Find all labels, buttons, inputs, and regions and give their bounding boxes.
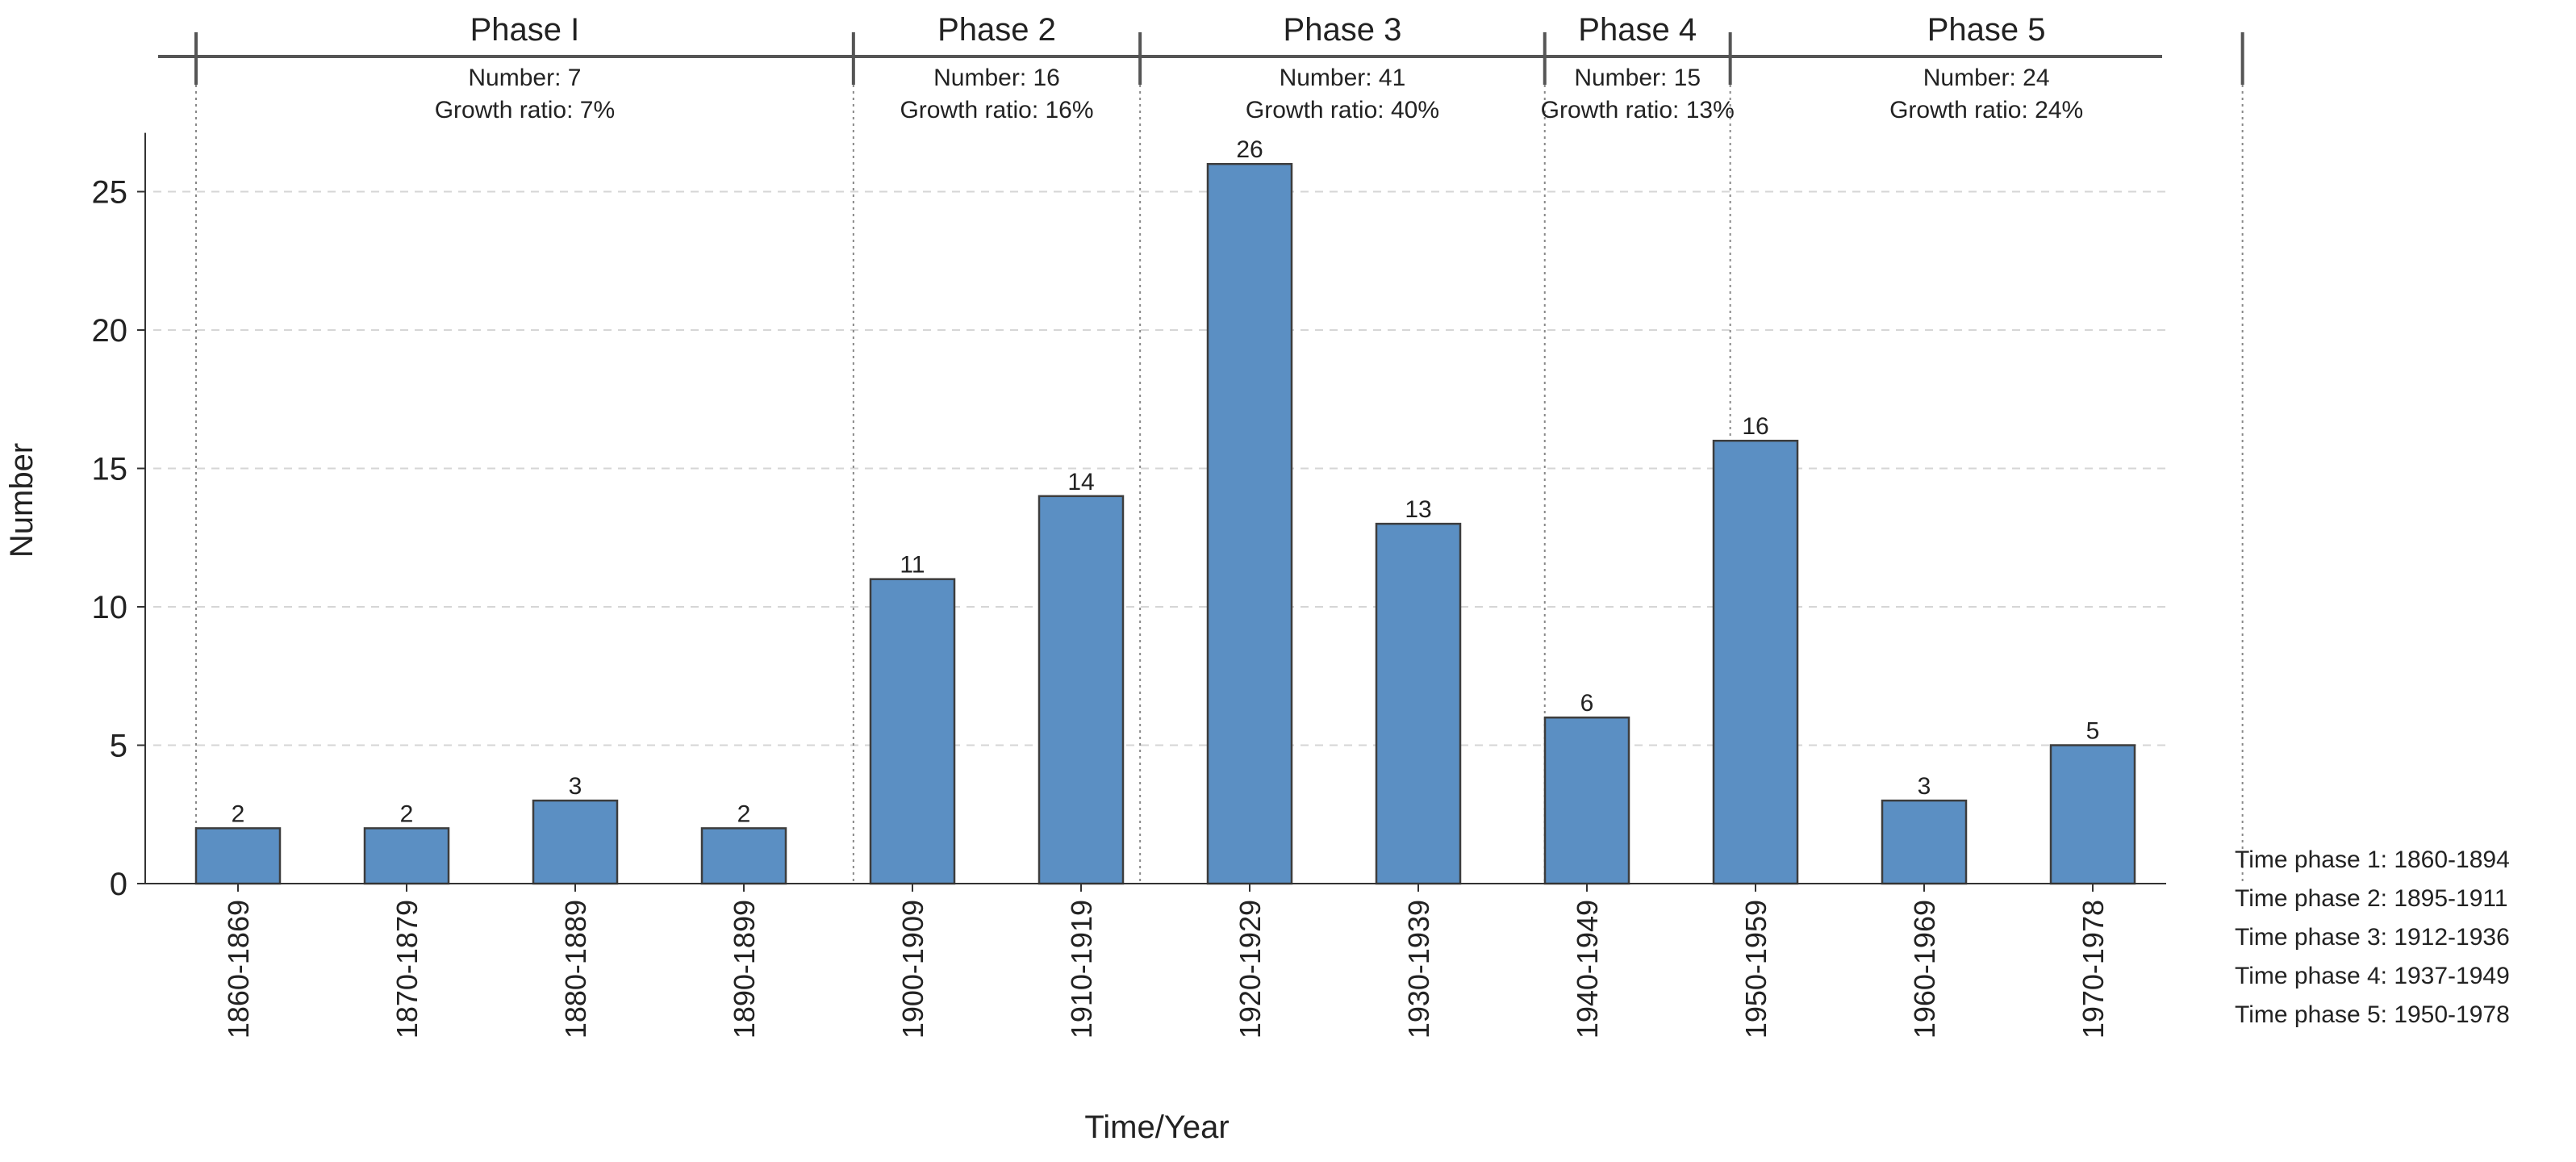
legend-entry: Time phase 4: 1937-1949 bbox=[2235, 963, 2510, 989]
y-axis-title: Number bbox=[4, 443, 40, 558]
y-tick-label: 20 bbox=[92, 313, 128, 349]
phase-number-text: Number: 24 bbox=[1923, 65, 2050, 91]
phase-number-text: Number: 16 bbox=[933, 65, 1060, 91]
bars: 2 2 3 2 11 14 26 13 6 16 3 5 bbox=[194, 136, 2136, 885]
phase-title: Phase 5 bbox=[1927, 12, 2046, 48]
phase-growth-text: Growth ratio: 24% bbox=[1889, 97, 2083, 123]
y-tick-label: 5 bbox=[110, 729, 127, 764]
data-label: 14 bbox=[1067, 469, 1094, 495]
x-axis-title: Time/Year bbox=[1084, 1110, 1229, 1145]
phase-header: Phase I Number: 7 Growth ratio: 7% Phase 2 N… bbox=[158, 12, 2244, 123]
phase-title: Phase I bbox=[470, 12, 580, 48]
x-tick-label: 1960-1969 bbox=[1908, 900, 1941, 1039]
bar bbox=[194, 827, 282, 885]
x-tick-label: 1950-1959 bbox=[1739, 900, 1772, 1039]
phase-title: Phase 2 bbox=[937, 12, 1056, 48]
data-label: 6 bbox=[1580, 690, 1594, 717]
data-label: 2 bbox=[232, 800, 245, 827]
bar bbox=[700, 827, 787, 885]
data-label: 2 bbox=[400, 800, 414, 827]
data-label: 3 bbox=[1918, 773, 1931, 800]
y-tick-label: 10 bbox=[92, 590, 128, 625]
bar bbox=[1375, 522, 1462, 885]
legend-entry: Time phase 2: 1895-1911 bbox=[2235, 885, 2508, 912]
data-label: 13 bbox=[1405, 496, 1431, 523]
x-tick-label: 1910-1919 bbox=[1065, 900, 1098, 1039]
bar bbox=[1037, 495, 1125, 885]
bar bbox=[1543, 716, 1630, 885]
phase-growth-text: Growth ratio: 7% bbox=[435, 97, 615, 123]
grid-lines bbox=[153, 190, 2166, 746]
phase-growth-text: Growth ratio: 13% bbox=[1541, 97, 1735, 123]
y-tick-label: 25 bbox=[92, 175, 128, 211]
legend: Time phase 1: 1860-1894 Time phase 2: 189… bbox=[2235, 846, 2510, 1028]
y-tick-label: 15 bbox=[92, 452, 128, 487]
bar bbox=[1881, 799, 1968, 885]
data-label: 2 bbox=[737, 800, 751, 827]
bar bbox=[532, 799, 619, 885]
x-tick-label: 1940-1949 bbox=[1571, 900, 1604, 1039]
data-label: 11 bbox=[900, 552, 925, 579]
phase-growth-text: Growth ratio: 40% bbox=[1246, 97, 1439, 123]
bar bbox=[2049, 744, 2136, 885]
x-tick-label: 1920-1929 bbox=[1234, 900, 1267, 1039]
bar bbox=[363, 827, 450, 885]
data-label: 26 bbox=[1236, 136, 1263, 163]
data-label: 3 bbox=[569, 773, 582, 800]
legend-entry: Time phase 3: 1912-1936 bbox=[2235, 924, 2510, 951]
bar bbox=[1206, 162, 1293, 885]
bar bbox=[869, 578, 956, 885]
x-tick-label: 1880-1889 bbox=[559, 900, 592, 1039]
x-tick-label: 1970-1978 bbox=[2077, 900, 2110, 1039]
phase-growth-text: Growth ratio: 16% bbox=[900, 97, 1093, 123]
legend-entry: Time phase 1: 1860-1894 bbox=[2235, 846, 2510, 873]
x-tick-label: 1930-1939 bbox=[1402, 900, 1435, 1039]
phase-number-text: Number: 15 bbox=[1574, 65, 1701, 91]
x-tick-label: 1890-1899 bbox=[728, 900, 761, 1039]
phase-number-text: Number: 41 bbox=[1280, 65, 1406, 91]
phase-number-text: Number: 7 bbox=[468, 65, 581, 91]
bar bbox=[1712, 439, 1799, 885]
phase-title: Phase 3 bbox=[1284, 12, 1402, 48]
data-label: 5 bbox=[2086, 718, 2100, 745]
x-tick-label: 1860-1869 bbox=[222, 900, 255, 1039]
legend-entry: Time phase 5: 1950-1978 bbox=[2235, 1001, 2510, 1028]
x-tick-label: 1870-1879 bbox=[390, 900, 424, 1039]
x-tick-label: 1900-1909 bbox=[896, 900, 929, 1039]
data-label: 16 bbox=[1742, 413, 1768, 440]
y-tick-label: 0 bbox=[110, 867, 127, 902]
phase-title: Phase 4 bbox=[1578, 12, 1697, 48]
